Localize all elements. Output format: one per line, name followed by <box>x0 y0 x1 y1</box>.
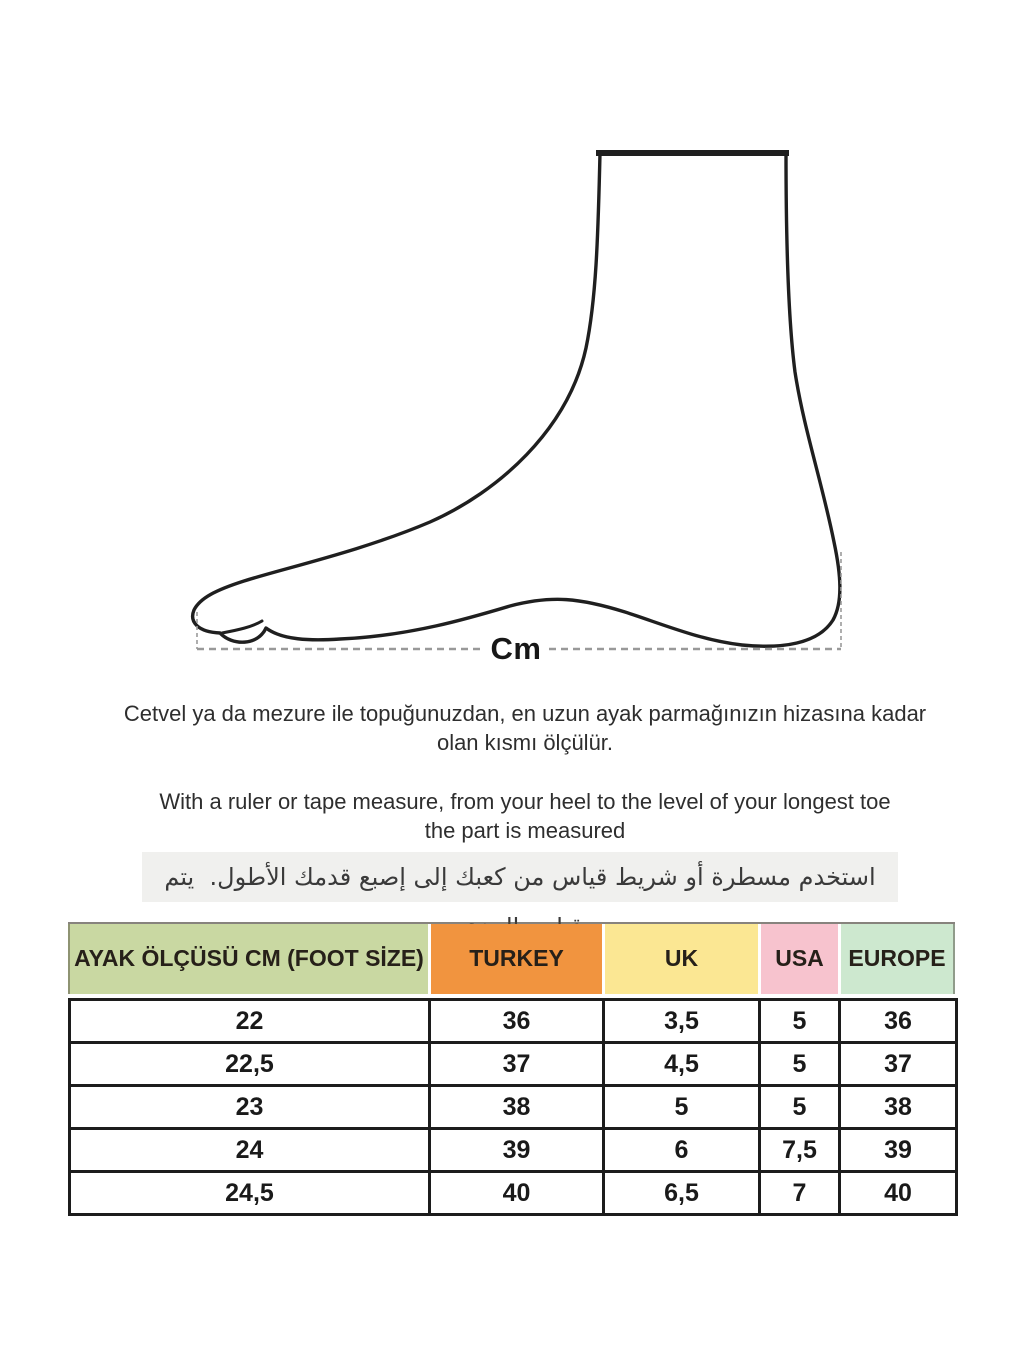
column-header-turkey: TURKEY <box>428 924 602 994</box>
instruction-english: With a ruler or tape measure, from your … <box>30 787 1020 845</box>
instruction-turkish: Cetvel ya da mezure ile topuğunuzdan, en… <box>30 699 1020 757</box>
table-cell: 5 <box>758 1084 841 1130</box>
table-cell: 22,5 <box>68 1041 431 1087</box>
table-body: 22 36 3,5 5 36 22,5 37 4,5 5 37 23 38 5 … <box>68 998 958 1216</box>
instruction-turkish-line2: olan kısmı ölçülür. <box>436 730 614 755</box>
instruction-english-line1: With a ruler or tape measure, from your … <box>159 789 891 814</box>
column-header-foot-size: AYAK ÖLÇÜSÜ CM (FOOT SİZE) <box>68 924 428 994</box>
table-cell: 5 <box>758 1041 841 1087</box>
toe-overlap-line <box>220 619 264 635</box>
column-header-uk: UK <box>602 924 758 994</box>
instruction-turkish-line1: Cetvel ya da mezure ile topuğunuzdan, en… <box>123 701 927 726</box>
table-row: 24,5 40 6,5 7 40 <box>68 1170 958 1216</box>
column-header-europe: EUROPE <box>838 924 955 994</box>
table-cell: 37 <box>838 1041 958 1087</box>
table-cell: 5 <box>758 998 841 1044</box>
table-cell: 5 <box>602 1084 761 1130</box>
table-cell: 3,5 <box>602 998 761 1044</box>
column-header-usa: USA <box>758 924 838 994</box>
foot-outline <box>191 151 842 648</box>
table-cell: 6,5 <box>602 1170 761 1216</box>
table-row: 22 36 3,5 5 36 <box>68 998 958 1044</box>
table-cell: 7,5 <box>758 1127 841 1173</box>
table-cell: 24,5 <box>68 1170 431 1216</box>
table-cell: 39 <box>428 1127 605 1173</box>
table-cell: 24 <box>68 1127 431 1173</box>
table-cell: 40 <box>428 1170 605 1216</box>
table-row: 23 38 5 5 38 <box>68 1084 958 1130</box>
table-cell: 39 <box>838 1127 958 1173</box>
table-row: 24 39 6 7,5 39 <box>68 1127 958 1173</box>
instruction-arabic: استخدم مسطرة أو شريط قياس من كعبك إلى إص… <box>142 852 898 941</box>
foot-measurement-diagram <box>191 150 842 651</box>
table-cell: 36 <box>428 998 605 1044</box>
table-header-row: AYAK ÖLÇÜSÜ CM (FOOT SİZE) TURKEY UK USA… <box>68 922 955 994</box>
table-cell: 23 <box>68 1084 431 1130</box>
table-cell: 38 <box>838 1084 958 1130</box>
table-cell: 37 <box>428 1041 605 1087</box>
size-conversion-table: AYAK ÖLÇÜSÜ CM (FOOT SİZE) TURKEY UK USA… <box>68 922 958 1216</box>
table-row: 22,5 37 4,5 5 37 <box>68 1041 958 1087</box>
table-cell: 40 <box>838 1170 958 1216</box>
table-cell: 36 <box>838 998 958 1044</box>
table-cell: 7 <box>758 1170 841 1216</box>
table-cell: 22 <box>68 998 431 1044</box>
table-cell: 6 <box>602 1127 761 1173</box>
cm-label: Cm <box>490 631 542 666</box>
table-cell: 38 <box>428 1084 605 1130</box>
table-cell: 4,5 <box>602 1041 761 1087</box>
instruction-english-line2: the part is measured <box>424 818 626 843</box>
